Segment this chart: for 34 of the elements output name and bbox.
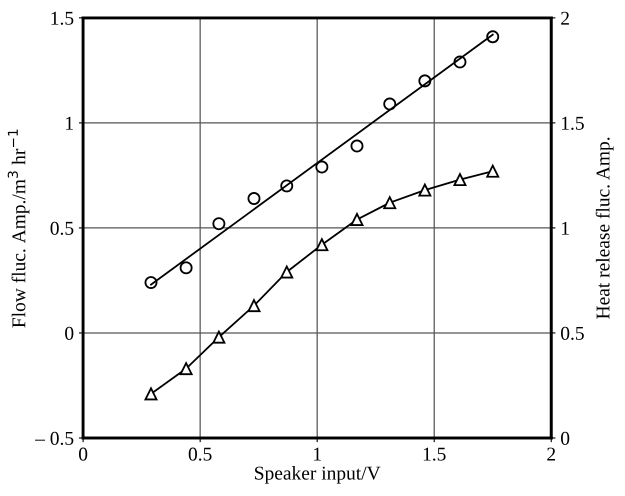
- point: [486, 164, 500, 178]
- point: [144, 387, 158, 400]
- y2-tick-label: 0.5: [561, 326, 584, 340]
- y2-axis-title: Heat release fluc. Amp.: [596, 138, 614, 319]
- x-tick-label: 0: [79, 448, 88, 461]
- point: [383, 196, 396, 210]
- point: [350, 140, 364, 152]
- x-tick-label: 1: [314, 448, 321, 460]
- point: [180, 261, 193, 274]
- point: [418, 184, 432, 197]
- point: [212, 217, 226, 230]
- y-tick-label: 0.5: [50, 222, 74, 235]
- x-axis-title: Speaker input/V: [255, 466, 380, 484]
- point: [350, 213, 364, 226]
- point: [248, 192, 260, 205]
- point: [212, 330, 226, 344]
- point: [315, 160, 328, 174]
- point: [280, 266, 294, 278]
- y2-tick-label: 1: [562, 222, 569, 235]
- y-tick-label: 1.5: [52, 12, 74, 25]
- x-tick-label: 2: [547, 448, 556, 460]
- x-tick-label: 1.5: [424, 448, 446, 461]
- y2-tick-label: 0: [561, 432, 570, 445]
- y2-tick-label: 1.5: [562, 116, 584, 130]
- y-tick-label: 1: [66, 116, 73, 130]
- y-axis-title: Flow fluc. Amp./m$^{3}$ hr$^{−1}$: [8, 130, 30, 328]
- y-tick-label: – 0.5: [35, 432, 74, 445]
- point: [180, 362, 193, 376]
- point: [248, 299, 260, 312]
- y-tick-label: 0: [65, 326, 74, 340]
- x-tick-label: 0.5: [188, 448, 212, 461]
- y2-tick-label: 2: [561, 12, 569, 25]
- point: [454, 173, 466, 186]
- point: [315, 238, 328, 252]
